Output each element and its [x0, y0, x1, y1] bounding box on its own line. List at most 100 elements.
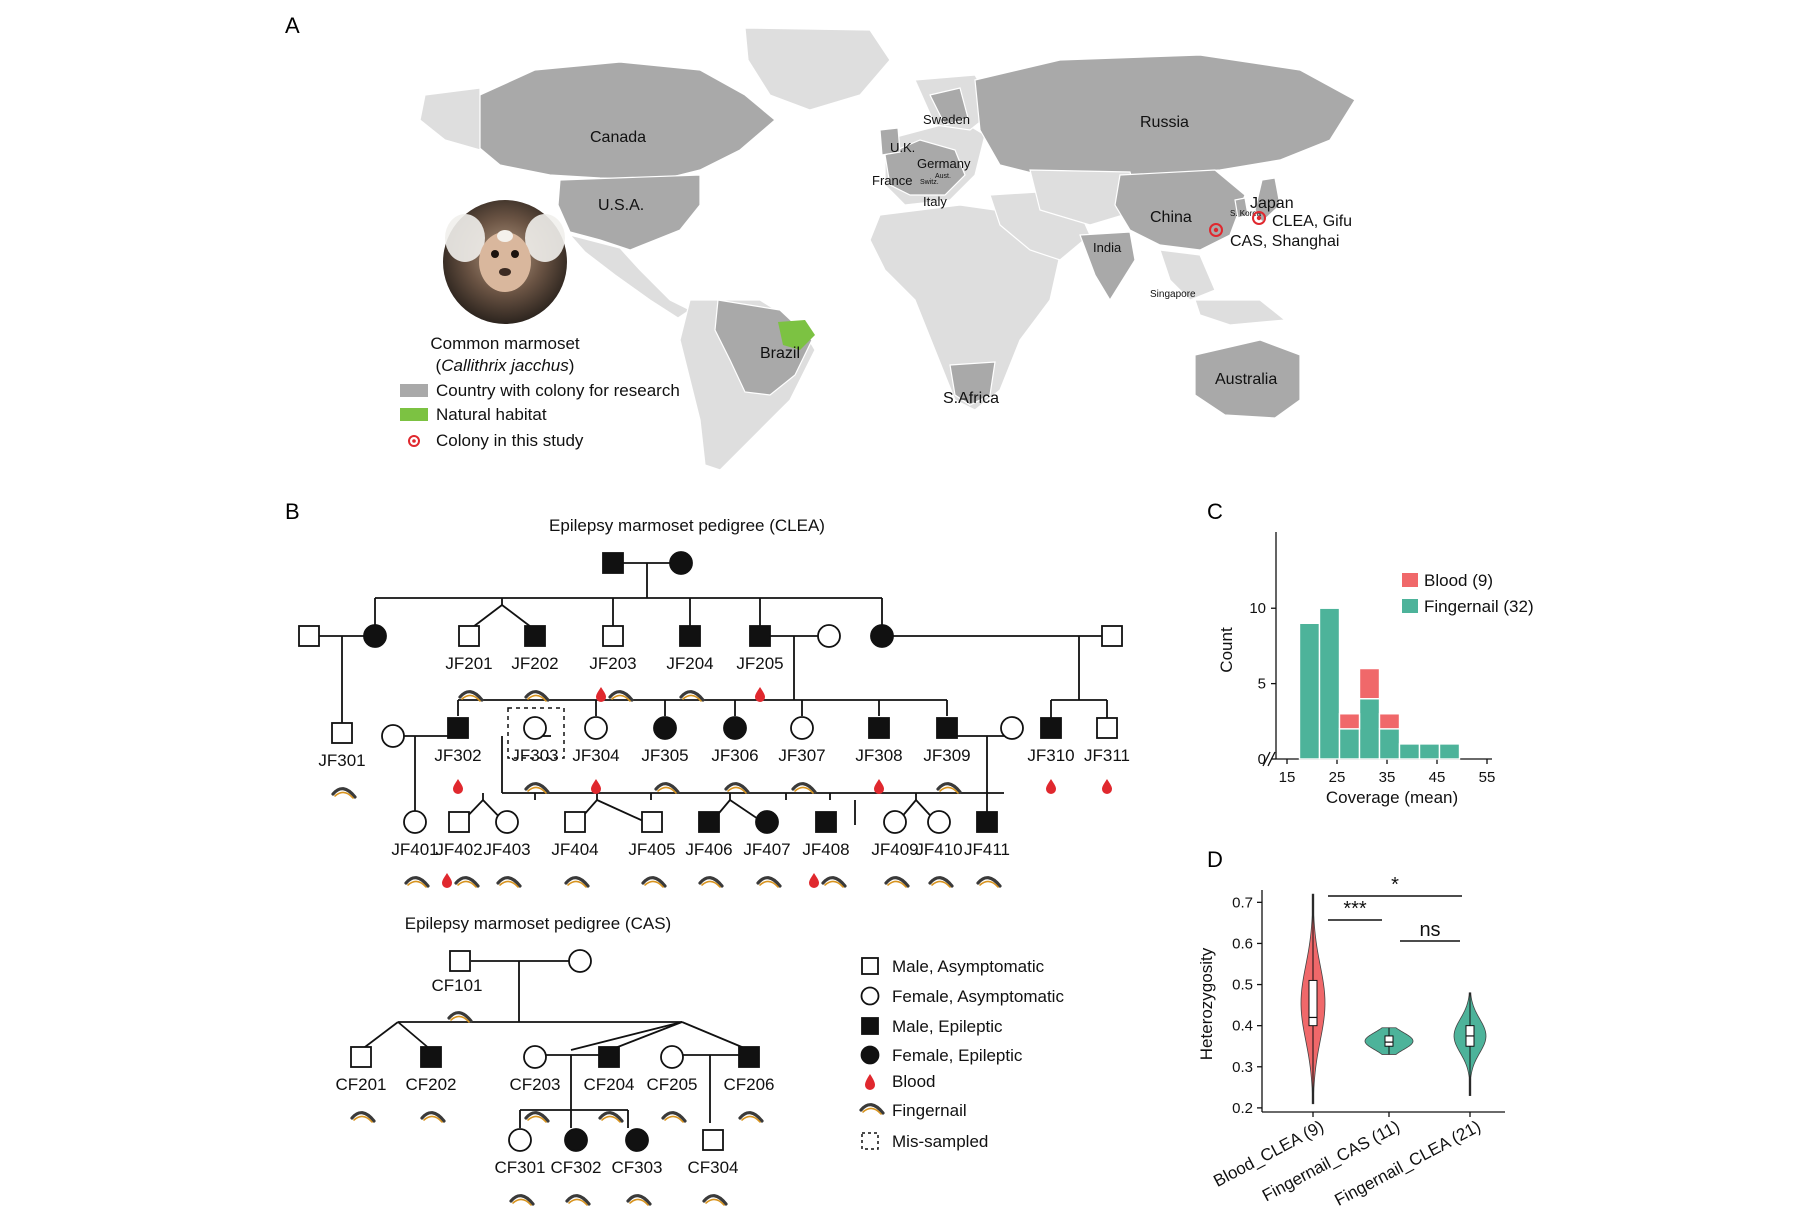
blood-drop-icon [442, 873, 452, 888]
individual-JF203-male [602, 625, 624, 647]
id-CF202: CF202 [405, 1075, 456, 1094]
x-tick-label: 25 [1329, 769, 1346, 786]
bar-fingernail [1338, 728, 1361, 760]
fingernail-icon [447, 1011, 473, 1023]
individual-founder-female [363, 624, 387, 648]
id-JF303: JF303 [511, 746, 558, 765]
individual-JF304-female [584, 716, 608, 740]
bar-fingernail [1378, 728, 1401, 760]
panel-label-b: B [285, 499, 300, 524]
legend-female-epi-label: Female, Epileptic [892, 1046, 1023, 1065]
individual-JF406-male [698, 811, 720, 833]
blood-drop-icon [809, 873, 819, 888]
fingernail-icon [496, 876, 522, 888]
fingernail-icon [404, 876, 430, 888]
label-safrica: S.Africa [943, 390, 999, 407]
natural-habitat-area [778, 320, 815, 350]
id-JF305: JF305 [641, 746, 688, 765]
individual-JF204-male [679, 625, 701, 647]
id-CF205: CF205 [646, 1075, 697, 1094]
legend-swatch-fingernail [1402, 599, 1418, 613]
panel-label-d: D [1207, 847, 1223, 872]
fingernail-icon [698, 876, 724, 888]
sig-label-0: *** [1343, 898, 1367, 920]
id-JF308: JF308 [855, 746, 902, 765]
individual-founder-male [298, 625, 320, 647]
individual-JF302-male [447, 717, 469, 739]
fingernail-icon [756, 876, 782, 888]
id-CF203: CF203 [509, 1075, 560, 1094]
individual-founder-female [669, 551, 693, 575]
label-germany: Germany [917, 156, 971, 171]
id-CF301: CF301 [494, 1158, 545, 1177]
legend-missampled-symbol [861, 1132, 879, 1150]
blood-drop-icon [1046, 779, 1056, 794]
id-JF205: JF205 [736, 654, 783, 673]
bar-blood [1338, 713, 1361, 730]
id-CF303: CF303 [611, 1158, 662, 1177]
blood-drop-icon [874, 779, 884, 794]
id-CF206: CF206 [723, 1075, 774, 1094]
y-axis-label: Count [1217, 627, 1236, 673]
pedigree-individuals: JF201 JF202 JF203 JF204 JF205 JF301 JF302 JF303… [298, 551, 1130, 1206]
individual-JF409-female [883, 810, 907, 834]
legend-habitat-label: Natural habitat [436, 405, 547, 424]
legend-label-fingernail: Fingernail (32) [1424, 597, 1534, 616]
label-china: China [1150, 209, 1192, 226]
blood-drop-icon [453, 779, 463, 794]
fingernail-icon [608, 690, 634, 702]
missampled-box [507, 707, 565, 759]
individual-JF308-male [868, 717, 890, 739]
coverage-histogram: 15 25 35 45 55 0 5 10 Coverage (mean) Count Blood … [1217, 532, 1534, 807]
pedigree-legend: Male, Asymptomatic Female, Asymptomatic … [859, 957, 1064, 1151]
id-JF410: JF410 [915, 840, 962, 859]
fingernail-icon [626, 1194, 652, 1206]
label-canada: Canada [590, 129, 646, 146]
fingernail-icon [821, 876, 847, 888]
id-CF101: CF101 [431, 976, 482, 995]
fingernail-icon [661, 1111, 687, 1123]
x-tick-label: Fingernail_CLEA (21) [1331, 1117, 1483, 1210]
id-JF409: JF409 [871, 840, 918, 859]
individual-CF204-male [598, 1046, 620, 1068]
world-map [419, 27, 1356, 471]
y-tick-label: 10 [1249, 600, 1266, 617]
label-korea: S. Korea [1230, 209, 1262, 218]
country-india [1079, 231, 1136, 302]
fingernail-icon [884, 876, 910, 888]
id-JF309: JF309 [923, 746, 970, 765]
blood-drop-icon [1102, 779, 1112, 794]
id-JF203: JF203 [589, 654, 636, 673]
species-common-name: Common marmoset [430, 334, 580, 353]
individual-JF411-male [976, 811, 998, 833]
individual-CF203-female [523, 1045, 547, 1069]
species-latin-name: (Callithrix jacchus) [436, 356, 575, 375]
country-russia [974, 54, 1356, 181]
fingernail-icon [564, 876, 590, 888]
bar-fingernail [1398, 743, 1421, 760]
fingernail-icon [509, 1194, 535, 1206]
site-cas-label: CAS, Shanghai [1230, 233, 1339, 250]
bar-fingernail [1318, 607, 1341, 760]
id-JF306: JF306 [711, 746, 758, 765]
individual-JF311-male [1096, 717, 1118, 739]
id-JF411: JF411 [964, 840, 1010, 859]
panel-label-c: C [1207, 499, 1223, 524]
country-usa [557, 174, 701, 251]
individual-JF201-male [458, 625, 480, 647]
fingernail-icon [524, 1111, 550, 1123]
fingernail-icon [458, 690, 484, 702]
individual-founder-female [381, 724, 405, 748]
fingernail-icon [654, 782, 680, 794]
individual-JF410-female [927, 810, 951, 834]
y-tick-label: 0.3 [1232, 1059, 1253, 1076]
individual-JF407-female [755, 810, 779, 834]
individual-JF404-male [564, 811, 586, 833]
box-1 [1384, 1035, 1394, 1047]
id-JF408: JF408 [802, 840, 849, 859]
country-uk [879, 127, 901, 156]
legend-blood-label: Blood [892, 1072, 935, 1091]
individual-CF206-male [738, 1046, 760, 1068]
site-clea-label: CLEA, Gifu [1272, 213, 1352, 230]
